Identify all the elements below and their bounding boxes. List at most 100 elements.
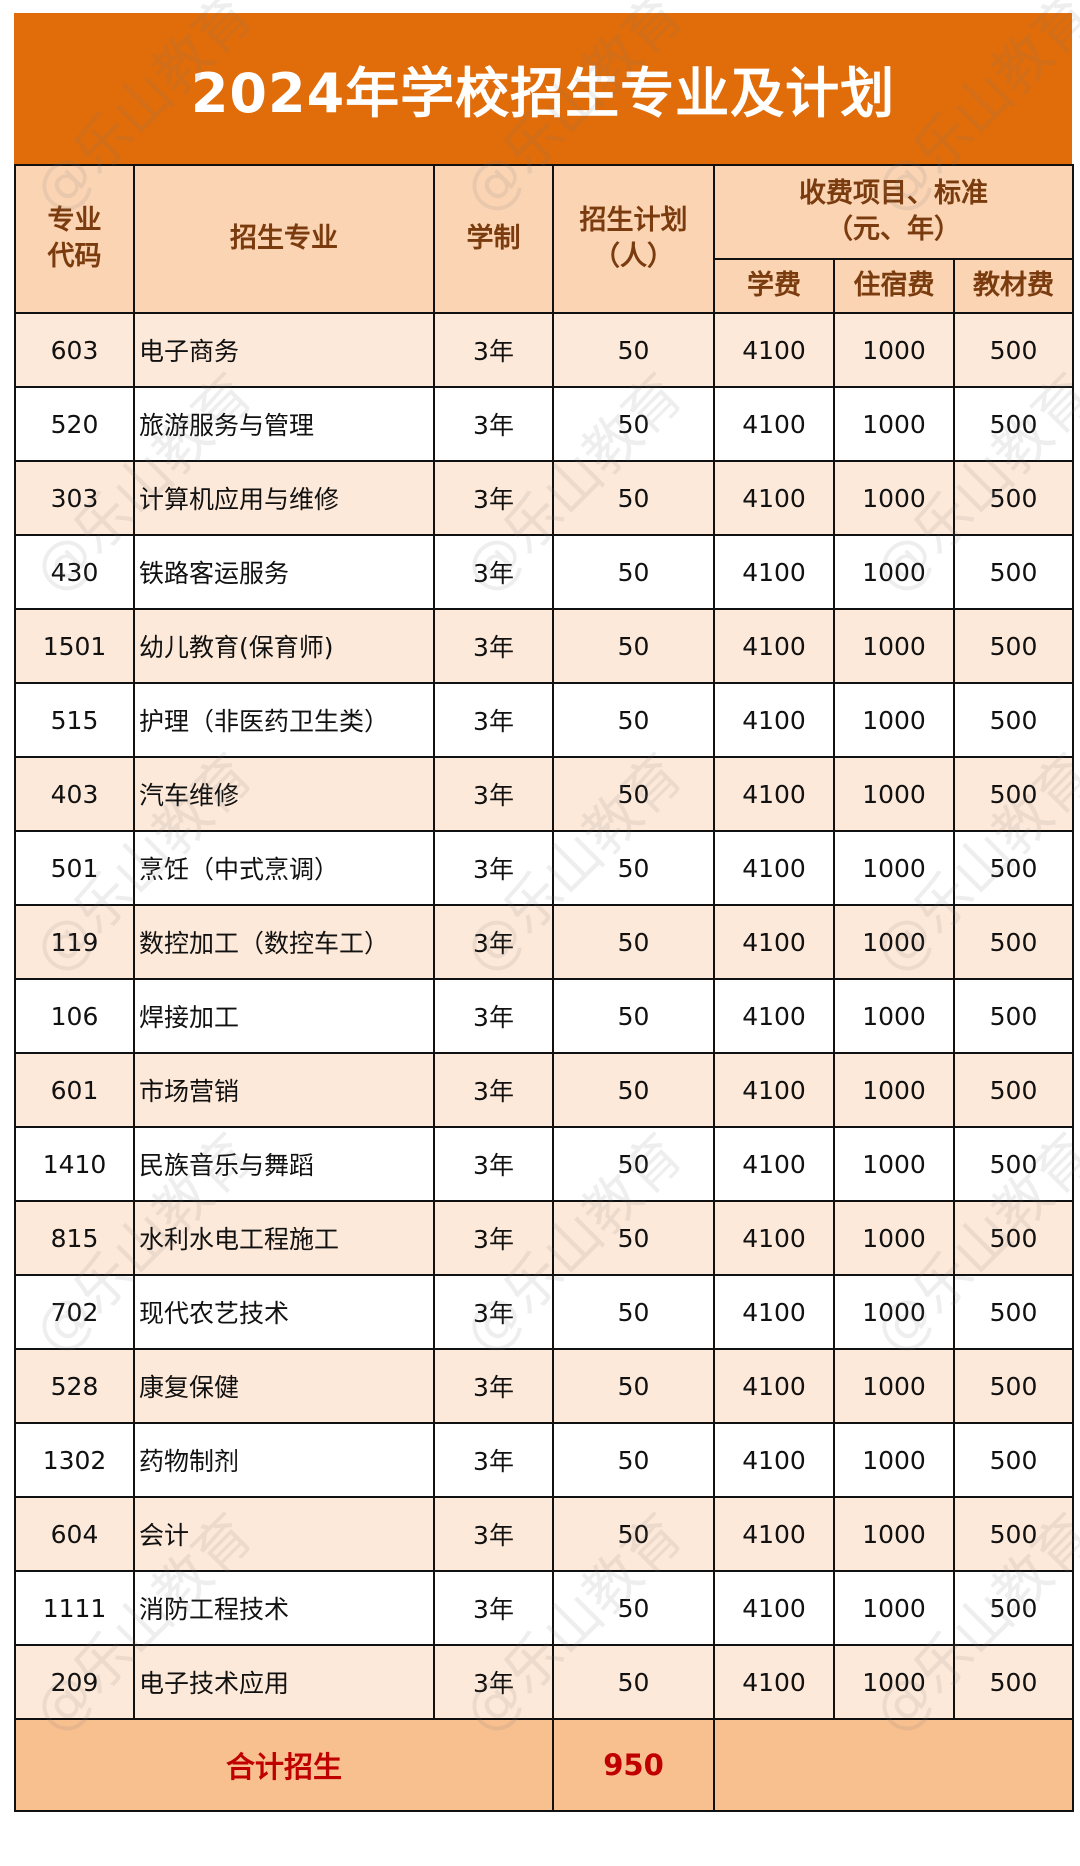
cell-tuition: 4100 [713, 608, 835, 684]
header-books: 教材费 [952, 258, 1075, 314]
table-row: 601 市场营销 3年 50 4100 1000 500 [14, 1052, 1075, 1128]
table-row: 815 水利水电工程施工 3年 50 4100 1000 500 [14, 1200, 1075, 1276]
cell-dorm: 1000 [833, 830, 955, 906]
cell-plan: 50 [552, 1422, 715, 1498]
enrollment-table: 专业代码 招生专业 学制 招生计划（人） 收费项目、标准（元、年） 学费 住宿费… [14, 164, 1075, 1812]
cell-tuition: 4100 [713, 756, 835, 832]
cell-major: 水利水电工程施工 [133, 1200, 435, 1276]
cell-major: 民族音乐与舞蹈 [133, 1126, 435, 1202]
cell-tuition: 4100 [713, 904, 835, 980]
cell-plan: 50 [552, 1644, 715, 1720]
cell-tuition: 4100 [713, 1570, 835, 1646]
cell-plan: 50 [552, 312, 715, 388]
cell-major: 药物制剂 [133, 1422, 435, 1498]
cell-plan: 50 [552, 1348, 715, 1424]
cell-books: 500 [952, 830, 1075, 906]
cell-plan: 50 [552, 1570, 715, 1646]
cell-duration: 3年 [433, 460, 554, 536]
cell-duration: 3年 [433, 1422, 554, 1498]
table-row: 604 会计 3年 50 4100 1000 500 [14, 1496, 1075, 1572]
cell-major: 汽车维修 [133, 756, 435, 832]
cell-major: 电子商务 [133, 312, 435, 388]
cell-plan: 50 [552, 534, 715, 610]
cell-dorm: 1000 [833, 1274, 955, 1350]
cell-duration: 3年 [433, 1274, 554, 1350]
cell-code: 403 [14, 756, 135, 832]
cell-books: 500 [952, 1422, 1075, 1498]
total-label: 合计招生 [14, 1718, 554, 1812]
cell-dorm: 1000 [833, 1200, 955, 1276]
cell-code: 604 [14, 1496, 135, 1572]
cell-major: 计算机应用与维修 [133, 460, 435, 536]
cell-code: 119 [14, 904, 135, 980]
cell-plan: 50 [552, 904, 715, 980]
table-row: 430 铁路客运服务 3年 50 4100 1000 500 [14, 534, 1075, 610]
table-row: 528 康复保健 3年 50 4100 1000 500 [14, 1348, 1075, 1424]
cell-dorm: 1000 [833, 756, 955, 832]
cell-dorm: 1000 [833, 460, 955, 536]
cell-books: 500 [952, 460, 1075, 536]
cell-major: 康复保健 [133, 1348, 435, 1424]
cell-books: 500 [952, 1644, 1075, 1720]
cell-dorm: 1000 [833, 386, 955, 462]
cell-code: 601 [14, 1052, 135, 1128]
cell-major: 护理（非医药卫生类） [133, 682, 435, 758]
cell-books: 500 [952, 534, 1075, 610]
cell-plan: 50 [552, 608, 715, 684]
cell-books: 500 [952, 978, 1075, 1054]
table-row: 209 电子技术应用 3年 50 4100 1000 500 [14, 1644, 1075, 1720]
cell-plan: 50 [552, 682, 715, 758]
cell-plan: 50 [552, 830, 715, 906]
cell-dorm: 1000 [833, 978, 955, 1054]
cell-dorm: 1000 [833, 1052, 955, 1128]
cell-duration: 3年 [433, 1644, 554, 1720]
page-title: 2024年学校招生专业及计划 [190, 62, 896, 125]
cell-plan: 50 [552, 1052, 715, 1128]
cell-tuition: 4100 [713, 460, 835, 536]
cell-duration: 3年 [433, 312, 554, 388]
table-row: 501 烹饪（中式烹调） 3年 50 4100 1000 500 [14, 830, 1075, 906]
total-value: 950 [552, 1718, 715, 1812]
cell-dorm: 1000 [833, 904, 955, 980]
cell-plan: 50 [552, 460, 715, 536]
cell-tuition: 4100 [713, 682, 835, 758]
cell-books: 500 [952, 1570, 1075, 1646]
cell-major: 幼儿教育(保育师) [133, 608, 435, 684]
cell-major: 市场营销 [133, 1052, 435, 1128]
cell-tuition: 4100 [713, 386, 835, 462]
cell-books: 500 [952, 904, 1075, 980]
cell-tuition: 4100 [713, 1348, 835, 1424]
cell-code: 1410 [14, 1126, 135, 1202]
table-row: 1410 民族音乐与舞蹈 3年 50 4100 1000 500 [14, 1126, 1075, 1202]
cell-duration: 3年 [433, 830, 554, 906]
table-row: 520 旅游服务与管理 3年 50 4100 1000 500 [14, 386, 1075, 462]
cell-books: 500 [952, 1052, 1075, 1128]
cell-major: 焊接加工 [133, 978, 435, 1054]
cell-dorm: 1000 [833, 534, 955, 610]
cell-dorm: 1000 [833, 1644, 955, 1720]
cell-tuition: 4100 [713, 1422, 835, 1498]
cell-tuition: 4100 [713, 312, 835, 388]
cell-major: 消防工程技术 [133, 1570, 435, 1646]
cell-plan: 50 [552, 756, 715, 832]
cell-code: 430 [14, 534, 135, 610]
cell-tuition: 4100 [713, 1126, 835, 1202]
header-dorm: 住宿费 [833, 258, 955, 314]
cell-code: 1302 [14, 1422, 135, 1498]
cell-major: 现代农艺技术 [133, 1274, 435, 1350]
cell-books: 500 [952, 608, 1075, 684]
header-duration: 学制 [433, 164, 554, 314]
header-code: 专业代码 [14, 164, 135, 314]
cell-dorm: 1000 [833, 608, 955, 684]
table-row: 106 焊接加工 3年 50 4100 1000 500 [14, 978, 1075, 1054]
cell-books: 500 [952, 1348, 1075, 1424]
table-row: 515 护理（非医药卫生类） 3年 50 4100 1000 500 [14, 682, 1075, 758]
cell-code: 702 [14, 1274, 135, 1350]
cell-tuition: 4100 [713, 978, 835, 1054]
cell-plan: 50 [552, 1126, 715, 1202]
cell-tuition: 4100 [713, 1496, 835, 1572]
cell-code: 1111 [14, 1570, 135, 1646]
cell-code: 603 [14, 312, 135, 388]
title-banner: 2024年学校招生专业及计划 [14, 13, 1072, 164]
cell-books: 500 [952, 756, 1075, 832]
